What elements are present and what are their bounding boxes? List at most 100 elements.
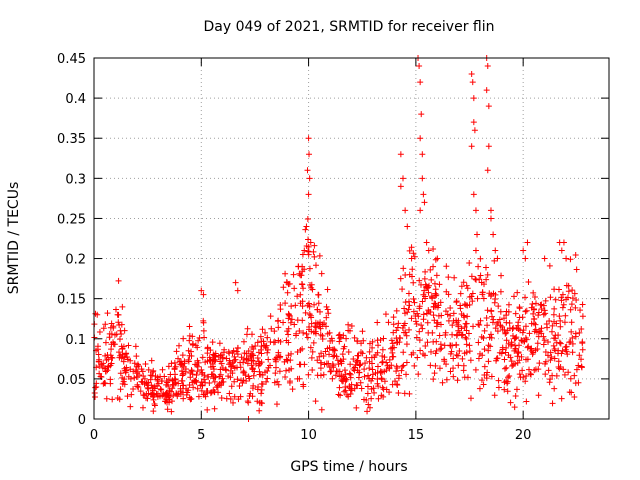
- data-point: [189, 341, 196, 348]
- data-point: [419, 298, 426, 305]
- data-point: [285, 339, 292, 346]
- data-point: [569, 340, 576, 347]
- data-point: [549, 322, 556, 329]
- data-point: [369, 360, 376, 367]
- data-point: [515, 348, 522, 355]
- data-point: [258, 350, 265, 357]
- data-point: [549, 400, 556, 407]
- data-point: [299, 317, 306, 324]
- data-point: [306, 311, 313, 318]
- data-point: [521, 337, 528, 344]
- data-point: [513, 334, 520, 341]
- data-point: [461, 314, 468, 321]
- data-point: [460, 367, 467, 374]
- data-point: [314, 372, 321, 379]
- data-point: [237, 359, 244, 366]
- data-point: [576, 329, 583, 336]
- data-point: [394, 339, 401, 346]
- data-point: [275, 381, 282, 388]
- data-point: [530, 289, 537, 296]
- data-point: [287, 357, 294, 364]
- data-point: [434, 319, 441, 326]
- data-point: [244, 325, 251, 332]
- data-point: [498, 272, 505, 279]
- data-point: [451, 274, 458, 281]
- data-point: [330, 353, 337, 360]
- data-point: [573, 297, 580, 304]
- data-point: [180, 335, 187, 342]
- data-point: [369, 371, 376, 378]
- data-point: [571, 290, 578, 297]
- data-point: [135, 384, 142, 391]
- data-point: [96, 356, 103, 363]
- data-point: [487, 331, 494, 338]
- data-point: [527, 370, 534, 377]
- data-point: [198, 379, 205, 386]
- data-point: [442, 332, 449, 339]
- data-point: [122, 350, 129, 357]
- data-point: [445, 317, 452, 324]
- data-point: [241, 355, 248, 362]
- data-point: [337, 357, 344, 364]
- data-point: [250, 382, 257, 389]
- data-point: [462, 320, 469, 327]
- data-point: [393, 368, 400, 375]
- data-point: [231, 393, 238, 400]
- data-point: [475, 355, 482, 362]
- data-point: [223, 395, 230, 402]
- data-point: [354, 337, 361, 344]
- data-point: [286, 379, 293, 386]
- data-point: [305, 248, 312, 255]
- data-point: [432, 256, 439, 263]
- data-point: [163, 381, 170, 388]
- data-point: [307, 239, 314, 246]
- data-point: [259, 326, 266, 333]
- data-point: [306, 175, 313, 182]
- data-point: [347, 371, 354, 378]
- data-point: [267, 338, 274, 345]
- data-point: [117, 370, 124, 377]
- data-point: [488, 308, 495, 315]
- data-point: [185, 356, 192, 363]
- data-point: [524, 344, 531, 351]
- data-point: [503, 308, 510, 315]
- data-point: [175, 342, 182, 349]
- data-point: [96, 370, 103, 377]
- data-point: [536, 360, 543, 367]
- data-point: [449, 322, 456, 329]
- data-point: [180, 363, 187, 370]
- data-point: [329, 375, 336, 382]
- data-point: [547, 294, 554, 301]
- data-point: [468, 143, 475, 150]
- data-point: [179, 377, 186, 384]
- data-point: [470, 95, 477, 102]
- data-point: [551, 355, 558, 362]
- data-point: [424, 319, 431, 326]
- data-point: [422, 284, 429, 291]
- data-point: [315, 291, 322, 298]
- data-point: [200, 319, 207, 326]
- data-point: [402, 329, 409, 336]
- data-point: [409, 266, 416, 273]
- data-point: [264, 334, 271, 341]
- data-point: [194, 357, 201, 364]
- data-point: [115, 349, 122, 356]
- data-point: [308, 284, 315, 291]
- data-point: [445, 291, 452, 298]
- data-point: [532, 321, 539, 328]
- x-tick-labels: 0 5 10 15 20: [90, 428, 532, 443]
- data-point: [385, 319, 392, 326]
- data-point: [256, 407, 263, 414]
- data-point: [311, 242, 318, 249]
- data-point: [421, 352, 428, 359]
- data-point: [402, 207, 409, 214]
- data-point: [299, 281, 306, 288]
- data-point: [340, 345, 347, 352]
- data-point: [484, 322, 491, 329]
- data-point: [341, 388, 348, 395]
- data-point: [192, 377, 199, 384]
- data-point: [263, 378, 270, 385]
- data-point: [410, 250, 417, 257]
- data-point: [523, 307, 530, 314]
- data-point: [368, 354, 375, 361]
